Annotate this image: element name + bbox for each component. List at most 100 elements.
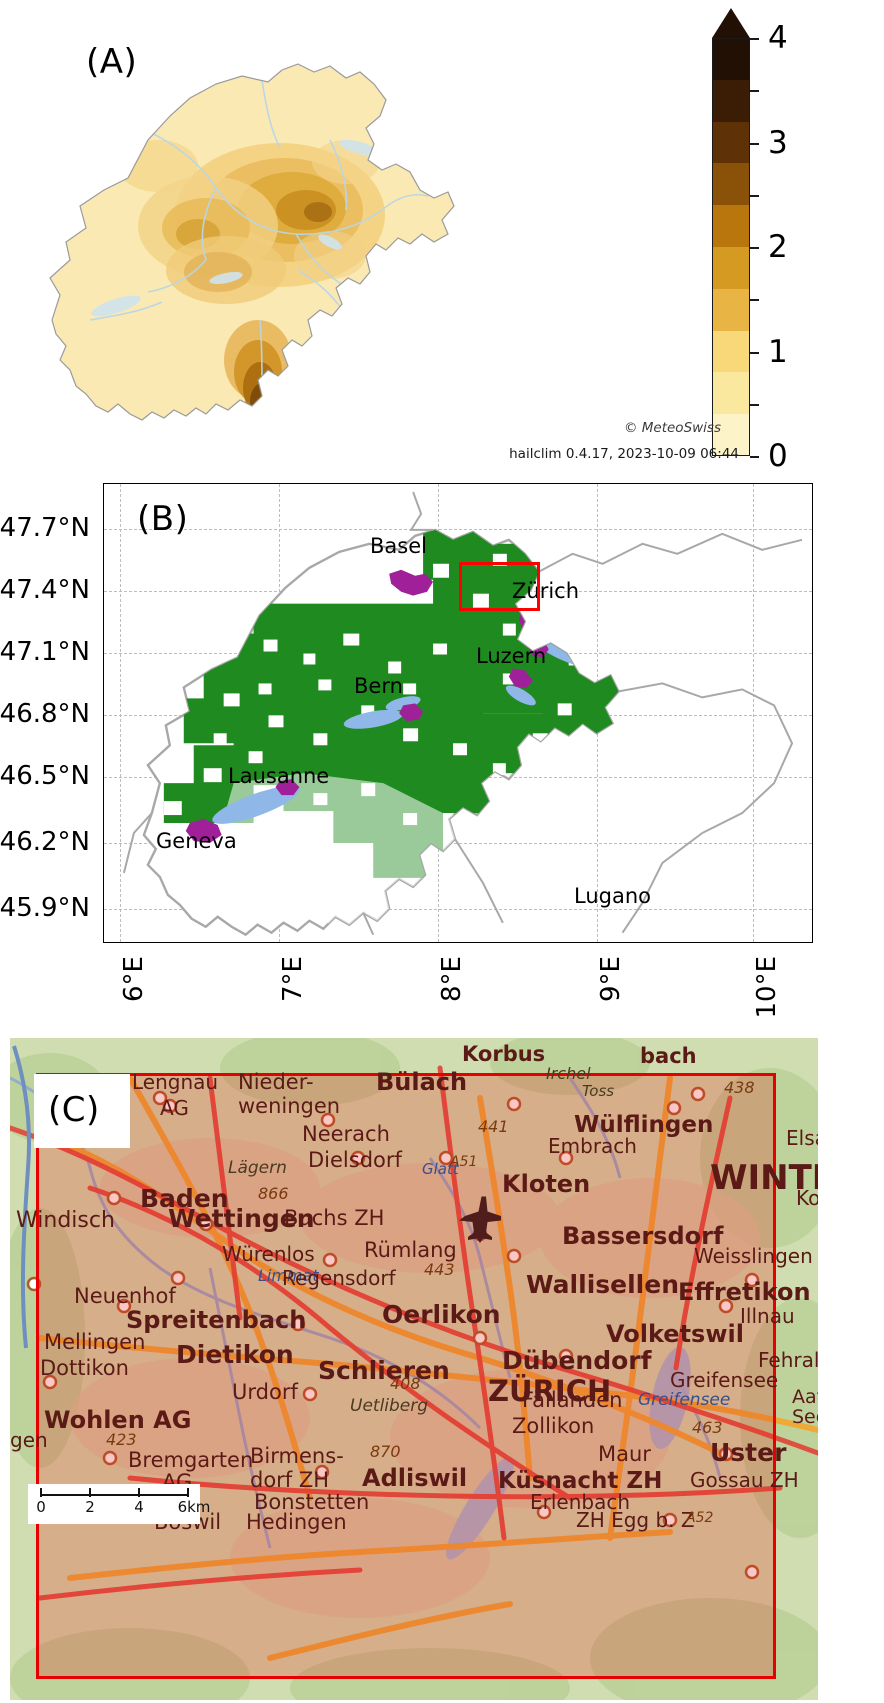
map-label-w-renlos: Würenlos [222, 1242, 315, 1266]
scale-bar-tick-6km: 6km [177, 1498, 211, 1516]
map-label-ag: AG [160, 1096, 189, 1120]
map-label-r-mlang: Rümlang [364, 1238, 457, 1262]
map-label-winter: WINTER [710, 1158, 818, 1198]
colorbar-frame [712, 38, 750, 456]
map-label-schlieren: Schlieren [318, 1356, 450, 1385]
map-label-wohlen-ag: Wohlen AG [44, 1406, 192, 1434]
map-label-elsa: Elsa [786, 1126, 818, 1150]
map-label-463: 463 [692, 1418, 723, 1437]
map-label-embrach: Embrach [548, 1134, 637, 1158]
colorbar-tick-0: 0 [768, 438, 788, 474]
map-label-neerach: Neerach [302, 1122, 390, 1146]
hailclim-version-text: hailclim 0.4.17, 2023-10-09 06:44 [509, 446, 739, 462]
map-label-toss: Toss [582, 1082, 615, 1100]
map-label-w-lflingen: Wülflingen [574, 1112, 714, 1138]
panel-b-tag: (B) [137, 499, 189, 539]
scale-bar-tick-0: 0 [36, 1498, 46, 1516]
panel-b-svg [122, 491, 803, 937]
map-label-mellingen: Mellingen [44, 1330, 146, 1354]
lon-tick-10: 10°E [752, 956, 782, 1019]
map-label-weisslingen: Weisslingen [694, 1244, 813, 1268]
map-label-dielsdorf: Dielsdorf [308, 1148, 402, 1172]
meteoswiss-attribution: © MeteoSwiss [623, 420, 721, 436]
map-label-d-bendorf: Dübendorf [502, 1346, 652, 1375]
map-label-kol: Kol [796, 1186, 818, 1210]
city-label-basel: Basel [370, 534, 427, 558]
panel-c-topographic-map: KorbusIrchelbach370LengnauNieder-BülachT… [10, 1038, 818, 1700]
colorbar: 4 3 2 1 0 [712, 8, 788, 474]
colorbar-tick-4: 4 [768, 20, 788, 56]
map-label-maur: Maur [598, 1442, 651, 1466]
map-label-866: 866 [258, 1184, 289, 1203]
map-label-wallisellen: Wallisellen [526, 1270, 679, 1299]
map-label-l-gern: Lägern [228, 1158, 287, 1178]
map-label-423: 423 [106, 1430, 137, 1449]
map-label-f-llanden: Fällanden [522, 1388, 623, 1412]
map-label-441: 441 [478, 1117, 509, 1136]
map-label-adliswil: Adliswil [362, 1464, 468, 1492]
lat-tick-46-5: 46.5°N [0, 761, 90, 791]
panel-c-tag-background [34, 1074, 130, 1148]
panel-b-landcover-map: 47.7°N 47.4°N 47.1°N 46.8°N 46.5°N 46.2°… [0, 470, 884, 1038]
colorbar-tick-3: 3 [768, 124, 788, 161]
map-label-greifensee: Greifensee [670, 1368, 779, 1392]
map-label-bassersdorf: Bassersdorf [562, 1222, 724, 1250]
lon-tick-7: 7°E [278, 956, 308, 1002]
switzerland-hail-svg [49, 63, 455, 421]
map-label-neuenhof: Neuenhof [74, 1284, 176, 1308]
map-label-dottikon: Dottikon [40, 1356, 129, 1380]
map-label-870: 870 [370, 1442, 401, 1461]
map-label-gen: gen [10, 1428, 48, 1452]
map-label-greifensee: Greifensee [638, 1390, 731, 1410]
map-label-dietikon: Dietikon [176, 1340, 294, 1369]
map-label-effretikon: Effretikon [678, 1278, 811, 1306]
city-label-lugano: Lugano [574, 884, 651, 908]
map-label-z-rich: ZÜRICH [488, 1374, 612, 1408]
panel-b-axes: (B) Basel Zürich Luzern Bern Lausanne Ge… [103, 483, 813, 943]
map-label-gossau-zh: Gossau ZH [690, 1468, 799, 1492]
map-label-a52: A52 [686, 1510, 714, 1526]
map-label-nieder: Nieder- [238, 1070, 314, 1094]
map-label-baden: Baden [140, 1184, 229, 1213]
map-label-regensdorf: Regensdorf [282, 1266, 396, 1290]
colorbar-tick-1: 1 [768, 333, 788, 370]
scale-bar-tick-2: 2 [85, 1498, 95, 1516]
map-label-bremgarten: Bremgarten [128, 1448, 254, 1472]
city-label-geneva: Geneva [156, 829, 237, 853]
map-label-oerlikon: Oerlikon [382, 1300, 501, 1329]
lat-tick-46-2: 46.2°N [0, 827, 90, 857]
lat-tick-45-9: 45.9°N [0, 893, 90, 923]
panel-a-tag: (A) [86, 42, 138, 82]
map-label-buchs-zh: Buchs ZH [284, 1206, 385, 1230]
map-label-irchel: Irchel [546, 1064, 591, 1083]
map-label-kloten: Kloten [502, 1170, 591, 1198]
map-label-uetliberg: Uetliberg [350, 1396, 429, 1416]
map-label-438: 438 [724, 1078, 755, 1097]
map-label-urdorf: Urdorf [232, 1380, 298, 1404]
map-label-a51: A51 [450, 1154, 478, 1170]
map-label-443: 443 [424, 1260, 455, 1279]
map-label-hedingen: Hedingen [246, 1510, 347, 1534]
map-label-illnau: Illnau [740, 1304, 795, 1328]
lat-tick-46-8: 46.8°N [0, 699, 90, 729]
switzerland-hail-map [30, 20, 470, 450]
colorbar-extend-arrow [712, 8, 750, 38]
map-label-windisch: Windisch [16, 1208, 115, 1233]
lon-tick-9: 9°E [596, 956, 626, 1002]
scale-bar-tick-4: 4 [134, 1498, 144, 1516]
map-label-korbus: Korbus [462, 1042, 546, 1066]
lat-tick-47-4: 47.4°N [0, 575, 90, 605]
panel-a-hail-climatology: (A) 4 3 2 1 [0, 0, 884, 474]
map-label-b-lach: Bülach [376, 1068, 468, 1096]
lon-tick-8: 8°E [437, 956, 467, 1002]
map-label-uster: Uster [710, 1438, 787, 1467]
map-label-bonstetten: Bonstetten [254, 1490, 370, 1514]
map-label-dorf-zh: dorf ZH [250, 1468, 330, 1492]
map-label-birmens: Birmens- [250, 1444, 344, 1468]
city-label-luzern: Luzern [476, 644, 547, 668]
lon-tick-6: 6°E [119, 956, 149, 1002]
map-label-glatt: Glatt [422, 1160, 459, 1178]
map-label-weningen: weningen [238, 1094, 341, 1118]
map-label-k-snacht-zh: Küsnacht ZH [498, 1468, 663, 1494]
